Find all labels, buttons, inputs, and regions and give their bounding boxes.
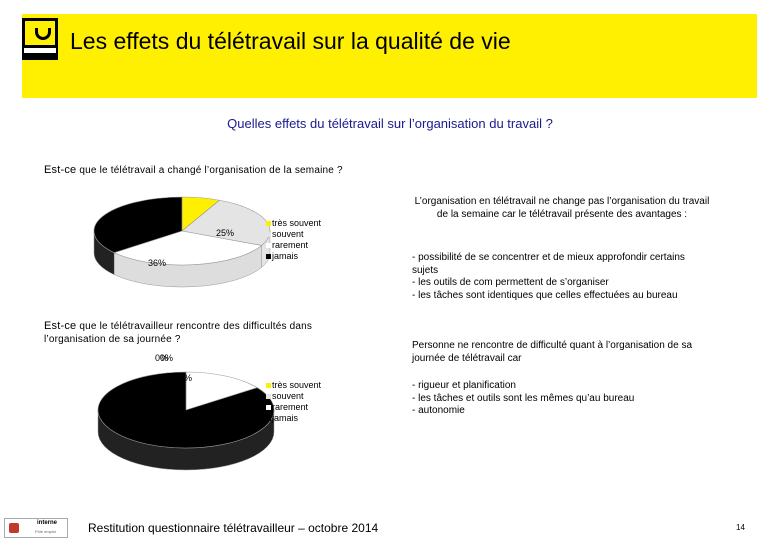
list-item: - les outils de com permettent de s’orga… bbox=[412, 277, 609, 288]
commentary-2: Personne ne rencontre de difficulté quan… bbox=[412, 340, 693, 364]
commentary-1: L’organisation en télétravail ne change … bbox=[414, 196, 710, 220]
legend1-item-3: jamais bbox=[266, 251, 321, 262]
legend1-item-2: rarement bbox=[266, 240, 321, 251]
page-number: 14 bbox=[736, 523, 745, 532]
pie1-slice-2 bbox=[113, 230, 263, 266]
pie1-slice-3 bbox=[93, 196, 183, 253]
pie2-slice-3 bbox=[97, 371, 275, 449]
section-subtitle: Quelles effets du télétravail sur l’orga… bbox=[227, 116, 553, 131]
legend-2: très souvent souvent rarement jamais bbox=[266, 380, 321, 424]
legend2-item-3: jamais bbox=[266, 413, 321, 424]
classification-badge: interne Pôle emploi bbox=[4, 518, 68, 538]
pie2-slice-2 bbox=[185, 371, 258, 411]
legend-1: très souvent souvent rarement jamais bbox=[266, 218, 321, 262]
list-item: - les tâches sont identiques que celles … bbox=[412, 289, 678, 301]
pie1-slice-1 bbox=[181, 199, 271, 246]
header-banner bbox=[22, 14, 757, 98]
page-title: Les effets du télétravail sur la qualité… bbox=[70, 28, 511, 54]
list-item: - les tâches et outils sont les mêmes qu… bbox=[412, 392, 635, 404]
question-1: Est-ce que le télétravail a changé l’org… bbox=[44, 164, 343, 176]
legend2-item-2: rarement bbox=[266, 402, 321, 413]
list-item: - rigueur et planification bbox=[412, 380, 516, 391]
brand-logo bbox=[22, 18, 58, 60]
legend1-item-1: souvent bbox=[266, 229, 321, 240]
legend1-item-0: très souvent bbox=[266, 218, 321, 229]
pie1-label-0: 7% bbox=[168, 203, 182, 213]
legend2-item-1: souvent bbox=[266, 391, 321, 402]
commentary-1-list: - possibilité de se concentrer et de mie… bbox=[412, 252, 702, 302]
pie1-label-3: 36% bbox=[148, 258, 167, 268]
question-2: Est-ce que le télétravailleur rencontre … bbox=[44, 320, 313, 345]
pie2-label-2: 15% bbox=[174, 373, 193, 383]
footer-text: Restitution questionnaire télétravailleu… bbox=[88, 521, 379, 535]
pie-chart-2 bbox=[97, 371, 275, 471]
list-item: - possibilité de se concentrer et de mie… bbox=[412, 252, 685, 276]
pie2-label-0: 0% bbox=[155, 353, 169, 363]
commentary-2-list: - rigueur et planification - les tâches … bbox=[412, 380, 712, 418]
logo-smile-icon bbox=[25, 21, 55, 45]
legend2-item-0: très souvent bbox=[266, 380, 321, 391]
list-item: - autonomie bbox=[412, 405, 465, 416]
lock-icon bbox=[9, 523, 19, 533]
pie-chart-1 bbox=[93, 196, 271, 288]
pie1-label-1: 25% bbox=[216, 228, 235, 238]
pie2-label-1: 0% bbox=[160, 353, 174, 363]
